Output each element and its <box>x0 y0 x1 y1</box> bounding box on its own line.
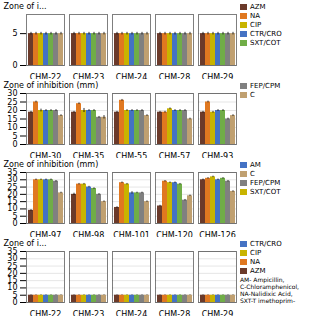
html-text:AZM: AZM <box>250 2 266 11</box>
html-text:CTR/CRO: CTR/CRO <box>250 239 282 248</box>
svg-text:Zone of i...: Zone of i... <box>4 2 47 11</box>
svg-text:0: 0 <box>12 298 18 308</box>
svg-text:Zone of inhibition (mm): Zone of inhibition (mm) <box>4 81 99 90</box>
html-text:NA: NA <box>250 257 260 266</box>
html-text:AM: AM <box>250 160 261 169</box>
html-text:NA: NA <box>250 11 260 20</box>
html-text:AZM: AZM <box>250 266 266 275</box>
html-text:FEP/CPM: FEP/CPM <box>250 178 281 187</box>
svg-text:30: 30 <box>7 254 18 264</box>
html-text:CIP: CIP <box>250 20 262 29</box>
svg-text:25: 25 <box>7 182 18 192</box>
svg-text:Zone of i...: Zone of i... <box>4 239 47 248</box>
svg-text:0: 0 <box>12 61 17 70</box>
svg-text:0: 0 <box>12 140 17 149</box>
svg-text:25: 25 <box>7 261 18 271</box>
html-text:CTR/CRO: CTR/CRO <box>250 29 282 38</box>
svg-text:30: 30 <box>7 89 17 98</box>
html-text:SXT/COT: SXT/COT <box>250 187 281 196</box>
svg-text:10: 10 <box>7 123 17 132</box>
svg-text:25: 25 <box>7 98 17 107</box>
svg-text:35: 35 <box>7 247 17 256</box>
svg-text:CHM-29: CHM-29 <box>202 310 234 316</box>
svg-text:15: 15 <box>7 115 17 124</box>
svg-text:5: 5 <box>12 211 18 221</box>
svg-text:35: 35 <box>7 168 17 177</box>
html-text:SXT/COT: SXT/COT <box>250 38 281 47</box>
svg-text:5: 5 <box>12 132 17 141</box>
svg-text:Zone of inhibition (mm): Zone of inhibition (mm) <box>4 160 99 169</box>
html-text:C: C <box>250 169 255 178</box>
svg-text:15: 15 <box>7 276 18 286</box>
html-text:AM- Ampicillin, C-Chlorampheni: AM- Ampicillin, C-Chloramphenicol, NA-Na… <box>240 276 299 304</box>
svg-text:CHM-28: CHM-28 <box>159 310 191 316</box>
svg-text:CHM-23: CHM-23 <box>73 310 105 316</box>
svg-text:20: 20 <box>7 268 18 278</box>
svg-text:15: 15 <box>7 197 18 207</box>
svg-text:10: 10 <box>7 204 18 214</box>
svg-text:CHM-24: CHM-24 <box>116 310 148 316</box>
svg-text:30: 30 <box>7 175 18 185</box>
svg-text:0: 0 <box>12 219 18 229</box>
svg-text:10: 10 <box>7 283 18 293</box>
svg-text:20: 20 <box>7 189 18 199</box>
html-text:FEP/CPM: FEP/CPM <box>250 81 281 90</box>
html-text:CIP: CIP <box>250 248 262 257</box>
svg-text:5: 5 <box>12 29 17 38</box>
svg-text:5: 5 <box>12 290 18 300</box>
svg-text:CHM-22: CHM-22 <box>30 310 62 316</box>
html-text:C: C <box>250 90 255 99</box>
svg-text:20: 20 <box>7 106 17 115</box>
